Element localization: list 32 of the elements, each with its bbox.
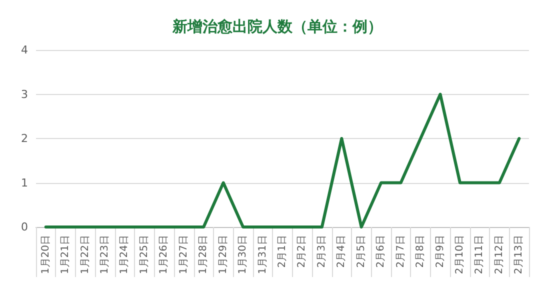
x-tick-label: 1月22日 [80,235,91,274]
x-tick-label: 2月13日 [514,235,525,274]
chart-title: 新增治愈出院人数（单位：例） [172,18,382,36]
x-tick-label: 2月10日 [454,235,466,274]
x-tick-label: 1月30日 [238,235,249,274]
x-tick-label: 1月26日 [158,235,170,274]
x-tick-label: 2月3日 [316,235,328,268]
y-tick-label: 0 [21,220,28,234]
x-tick-label: 1月23日 [100,235,111,274]
x-tick-label: 1月25日 [138,235,150,274]
x-tick-label: 2月11日 [474,235,486,274]
x-tick-label: 2月2日 [296,235,308,268]
x-tick-label: 2月6日 [376,235,387,268]
y-tick-label: 2 [21,132,28,145]
line-series [44,92,521,228]
y-tick-label: 3 [21,88,28,101]
y-tick-label: 4 [21,44,28,56]
x-tick-label: 2月1日 [277,235,288,268]
x-tick-label: 2月9日 [434,235,446,268]
x-tick-label: 1月31日 [257,235,268,274]
x-tick-label: 2月7日 [395,235,406,268]
x-tick-label: 1月24日 [119,235,130,274]
x-tick-label: 2月4日 [336,235,348,268]
y-tick-label: 1 [21,176,28,190]
x-tick-label: 1月20日 [40,235,52,274]
x-tick-label: 1月29日 [218,235,229,274]
x-tick-label: 1月27日 [178,235,190,274]
x-tick-label: 2月8日 [415,235,426,268]
x-tick-label: 2月12日 [494,235,505,274]
x-tick-label: 1月21日 [60,235,72,274]
x-tick-label: 2月5日 [356,235,367,268]
x-tick-label: 1月28日 [198,235,210,274]
